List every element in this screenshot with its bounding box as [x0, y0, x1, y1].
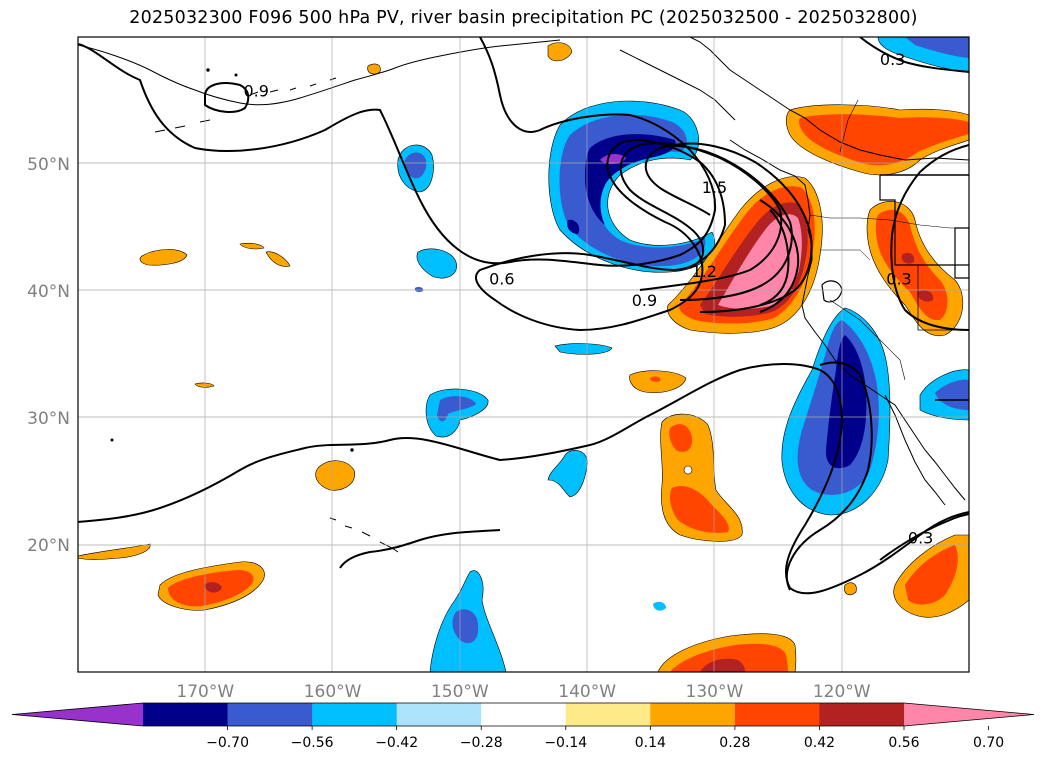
lon-tick-label: 150°W — [431, 682, 489, 702]
shade-warm-se-17n-core — [905, 545, 958, 605]
colorbar-tick-label: 0.14 — [635, 735, 666, 751]
contour-label: 0.3 — [880, 50, 905, 69]
colorbar-tick-label: −0.70 — [206, 735, 249, 751]
contour-labels: 0.9 0.6 1.5 1.2 0.9 0.3 0.3 0.3 — [243, 50, 933, 548]
colorbar-tick-label: 0.70 — [973, 735, 1004, 751]
colorbar-extend-high — [904, 703, 1034, 726]
shade-warm-133w-33n-core — [650, 376, 661, 382]
colorbar: −0.70 −0.56 −0.42 −0.28 −0.14 0.14 0.28 0.42 0.5… — [11, 702, 1035, 751]
shade-blue-140w-25n — [547, 450, 588, 498]
colorbar-tick-label: −0.56 — [291, 735, 334, 751]
colorbar-segment — [396, 703, 482, 726]
shade-blue-south-band-core — [452, 609, 479, 644]
shade-blue-blob-30n-core — [437, 396, 476, 422]
shade-warm-small-7 — [367, 63, 381, 75]
gridlines — [78, 37, 969, 672]
lon-tick-labels: 170°W 160°W 150°W 140°W 130°W 120°W — [176, 682, 870, 702]
lon-tick-label: 170°W — [176, 682, 234, 702]
shade-warm-south-10n-dot — [700, 658, 746, 672]
shade-blue-small-2 — [414, 287, 424, 292]
colorbar-tick-label: 0.28 — [719, 735, 750, 751]
lat-tick-label: 40°N — [27, 282, 70, 302]
colorbar-segment — [565, 703, 651, 726]
lat-tick-label: 50°N — [27, 155, 70, 175]
shade-warm-small-3 — [265, 251, 291, 267]
shade-warm-small-4 — [194, 382, 215, 388]
shade-warm-south-10n-core — [670, 643, 788, 672]
shade-warm-small-6 — [547, 42, 573, 62]
map-title: 2025032300 F096 500 hPa PV, river basin … — [129, 8, 918, 28]
shade-blue-top-right-core — [905, 37, 969, 58]
lat-tick-label: 30°N — [27, 409, 70, 429]
colorbar-segment — [227, 703, 313, 726]
colorbar-segment — [734, 703, 820, 726]
shade-warm-canada-core — [799, 114, 969, 166]
lon-tick-label: 130°W — [686, 682, 744, 702]
shade-blue-small-1 — [416, 248, 457, 279]
colorbar-segment — [481, 703, 567, 726]
shade-blue-gulf-alaska-core — [404, 152, 427, 179]
shade-warm-interior-dot-2 — [917, 290, 934, 302]
shade-warm-small-2 — [239, 242, 265, 250]
shade-warm-130w-28n-core-1 — [669, 424, 693, 452]
colorbar-tick-label: 0.56 — [888, 735, 919, 751]
lon-tick-label: 140°W — [558, 682, 616, 702]
contour-label: 0.9 — [632, 291, 657, 310]
colorbar-segment — [650, 703, 736, 726]
shade-warm-170w-16n-dot — [204, 582, 222, 593]
shade-warm-small-5 — [78, 543, 151, 560]
colorbar-outline — [11, 702, 1035, 727]
contour-label: 0.9 — [243, 82, 268, 101]
colorbar-tick-label: 0.42 — [804, 735, 835, 751]
shade-warm-133w-33n — [629, 370, 687, 393]
lon-tick-label: 120°W — [813, 682, 871, 702]
shade-warm-160w-25n — [315, 460, 356, 491]
shade-blue-tiny-south — [653, 601, 666, 611]
lat-tick-labels: 20°N 30°N 40°N 50°N — [27, 155, 70, 556]
shade-warm-interior-dot — [901, 252, 915, 264]
contour-label: 0.3 — [886, 270, 911, 289]
colorbar-tick-label: −0.28 — [460, 735, 503, 751]
map-frame — [77, 36, 970, 673]
colorbar-segment — [143, 703, 229, 726]
lat-tick-label: 20°N — [27, 536, 70, 556]
lon-tick-label: 160°W — [304, 682, 362, 702]
shade-warm-small-1 — [139, 249, 188, 266]
shade-blue-streak — [554, 343, 613, 355]
contour-label: 0.6 — [489, 270, 514, 289]
colorbar-extend-low — [12, 703, 143, 726]
shade-blue-se-32n-core — [935, 379, 969, 410]
contour-label: 0.3 — [908, 529, 933, 548]
shade-warm-small-8 — [844, 582, 857, 596]
colorbar-tick-label: −0.14 — [544, 735, 587, 751]
coastlines — [78, 37, 969, 553]
shade-warm-hole — [683, 465, 693, 475]
colorbar-segment — [312, 703, 398, 726]
pv-contours — [78, 37, 969, 595]
contour-label: 1.5 — [702, 178, 727, 197]
contour-label: 1.2 — [692, 262, 717, 281]
colorbar-segment — [819, 703, 905, 726]
colorbar-tick-label: −0.42 — [375, 735, 418, 751]
shade-blue-california-core — [825, 335, 867, 469]
